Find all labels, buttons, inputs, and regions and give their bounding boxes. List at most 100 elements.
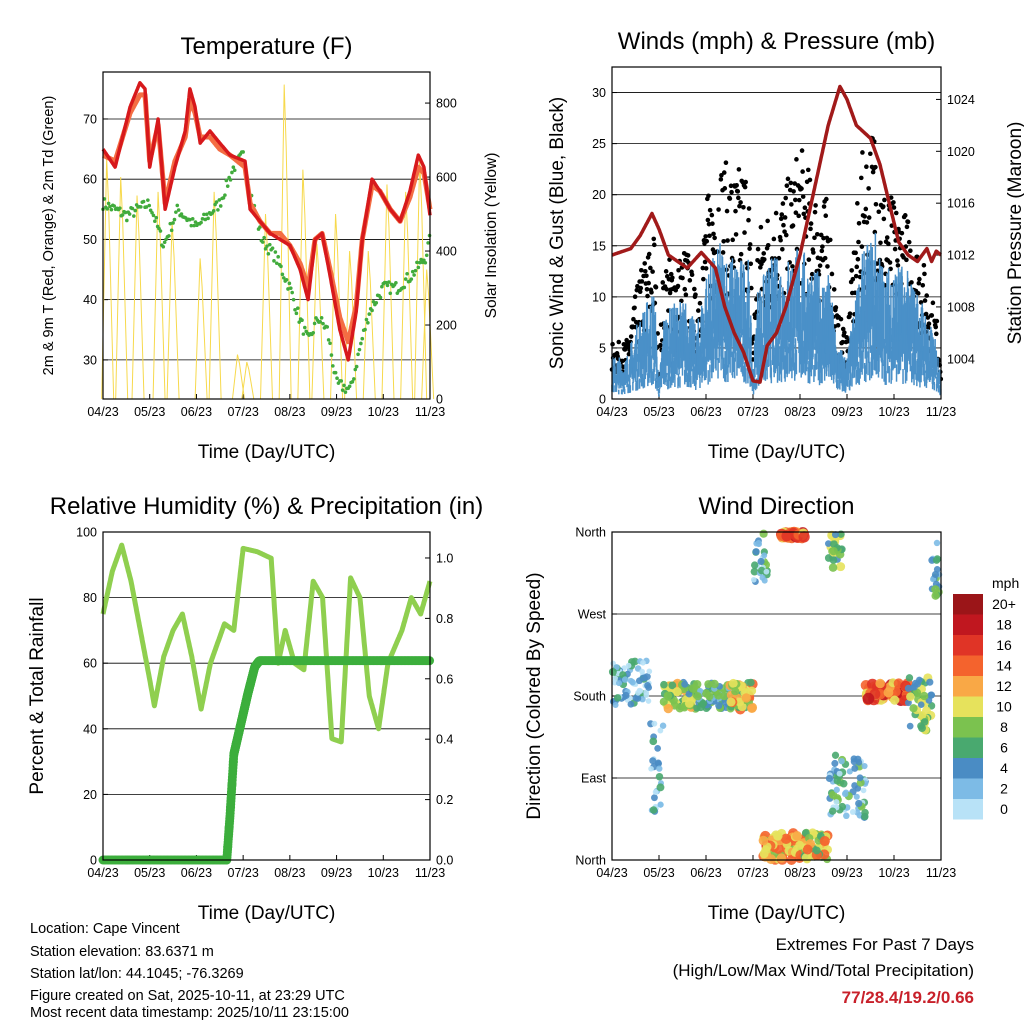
gust-point	[888, 266, 893, 272]
gust-point	[794, 246, 800, 252]
solar-insolation-spike	[241, 361, 255, 400]
gust-point	[635, 283, 640, 289]
rainfall-point	[254, 656, 264, 666]
gust-point	[642, 261, 648, 266]
gust-point	[934, 331, 939, 337]
x-tick-label: 04/23	[596, 866, 627, 880]
dewpoint-point	[217, 198, 222, 202]
direction-point	[693, 692, 702, 701]
gust-point	[833, 305, 839, 310]
dewpoint-point	[340, 388, 345, 392]
dewpoint-point	[325, 325, 330, 329]
direction-point	[643, 692, 650, 698]
y-tick-label: 10	[592, 290, 606, 304]
dewpoint-point	[295, 306, 300, 310]
gust-point	[721, 238, 726, 244]
dewpoint-point	[218, 204, 223, 208]
solar-insolation-spike	[414, 158, 428, 400]
dewpoint-point	[415, 260, 419, 265]
dewpoint-point	[276, 255, 280, 259]
plot-border	[102, 71, 431, 400]
gust-point	[823, 213, 829, 219]
dewpoint-point	[147, 203, 152, 208]
direction-point	[851, 764, 859, 772]
direction-point	[905, 674, 914, 682]
dewpoint-point	[331, 364, 335, 368]
gust-point	[793, 197, 798, 203]
direction-point	[781, 530, 793, 542]
direction-point	[838, 757, 845, 765]
gust-point	[747, 242, 753, 247]
direction-point	[833, 777, 842, 785]
gust-point	[916, 280, 922, 286]
gust-point	[880, 204, 886, 209]
legend-label: 8	[1000, 719, 1008, 735]
dewpoint-point	[202, 212, 206, 217]
direction-point	[660, 680, 668, 689]
direction-point	[632, 694, 640, 702]
direction-point	[856, 774, 864, 782]
dewpoint-point	[154, 215, 159, 220]
gust-point	[853, 250, 858, 256]
x-tick-label: 07/23	[737, 405, 768, 419]
gust-point	[844, 334, 849, 340]
gust-point	[792, 181, 798, 186]
direction-point	[654, 744, 662, 752]
gust-point	[904, 224, 910, 230]
legend-swatch	[953, 594, 983, 615]
direction-point	[825, 540, 832, 547]
y2-tick-label: 0.2	[436, 793, 453, 807]
gust-point	[650, 269, 655, 274]
gust-point	[817, 263, 823, 268]
direction-point	[828, 807, 837, 815]
direction-point	[652, 789, 659, 796]
dewpoint-point	[347, 384, 352, 389]
direction-point	[833, 786, 840, 793]
x-tick-label: 11/23	[926, 405, 956, 419]
dewpoint-point	[342, 383, 346, 388]
gust-point	[642, 269, 648, 274]
direction-point	[657, 727, 664, 734]
y-axis-label: Sonic Wind & Gust (Blue, Black)	[547, 97, 568, 369]
x-tick-label: 04/23	[87, 866, 118, 880]
gust-point	[934, 318, 940, 324]
x-tick-label: 07/23	[737, 866, 768, 880]
gust-point	[765, 242, 771, 248]
gust-point	[632, 305, 637, 311]
y-tick-label: 80	[83, 591, 97, 605]
panel-rh: Relative Humidity (%) & Precipitation (i…	[27, 493, 483, 924]
gust-point	[784, 183, 790, 188]
dewpoint-point	[416, 265, 421, 270]
gust-point	[653, 284, 659, 290]
gust-point	[917, 276, 922, 282]
solar-insolation-spike	[231, 354, 245, 400]
legend-label: 20+	[992, 596, 1016, 612]
y2-tick-label: 1008	[947, 300, 975, 314]
gust-point	[924, 293, 930, 298]
dewpoint-point	[132, 214, 136, 218]
direction-point	[801, 853, 811, 863]
panel-title: Wind Direction	[698, 493, 854, 520]
direction-point	[931, 585, 940, 594]
gust-point	[651, 236, 657, 242]
direction-point	[747, 686, 757, 696]
gust-point	[765, 218, 770, 224]
gust-point	[718, 177, 724, 182]
gust-point	[748, 261, 754, 267]
direction-point	[757, 566, 766, 575]
gust-point	[761, 251, 767, 256]
dewpoint-point	[260, 240, 265, 244]
x-tick-label: 09/23	[831, 866, 862, 880]
panel-temp: Temperature (F) Time (Day/UTC) 2m & 9m T (…	[41, 33, 500, 463]
x-tick-label: 06/23	[181, 866, 212, 880]
gust-point	[887, 260, 893, 265]
direction-point	[656, 783, 665, 792]
direction-point	[747, 703, 757, 714]
gust-point	[785, 266, 790, 272]
direction-point	[612, 675, 619, 682]
gust-point	[675, 283, 681, 289]
dewpoint-point	[263, 247, 268, 251]
gust-point	[805, 167, 811, 173]
dewpoint-point	[221, 196, 226, 200]
direction-point	[912, 688, 922, 698]
